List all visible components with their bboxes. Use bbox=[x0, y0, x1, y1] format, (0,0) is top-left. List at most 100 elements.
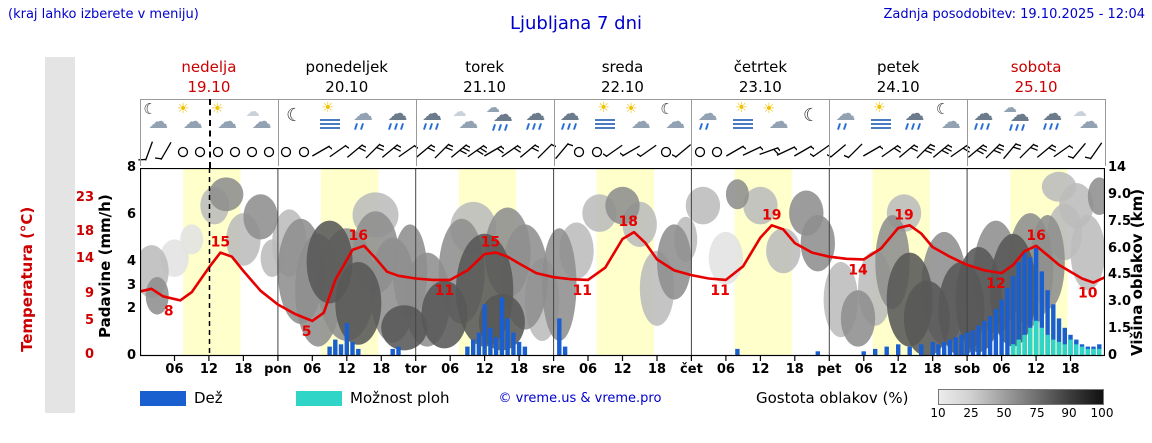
cloud-icon: ☁ bbox=[768, 109, 789, 133]
weather-icon-sf: ☀ bbox=[726, 101, 760, 137]
weather-icon-sc: ☀ ☁ bbox=[175, 101, 209, 137]
weather-icon-r: ☁ bbox=[381, 101, 415, 137]
fog-icon bbox=[733, 119, 754, 121]
cloud-icon: ☁ bbox=[353, 101, 374, 125]
cloud-icon: ☁ bbox=[835, 101, 856, 125]
rain-legend-swatch bbox=[140, 391, 186, 406]
temp-tick-label: 0 bbox=[84, 347, 94, 362]
wind-barb-icon bbox=[1083, 138, 1107, 168]
raindrop-icon bbox=[1049, 122, 1054, 131]
cloud-icon: ☁ bbox=[1042, 101, 1063, 125]
time-tick-18: 18 bbox=[234, 362, 253, 377]
cloud-icon: ☁ bbox=[1078, 109, 1099, 133]
sun-icon: ☀ bbox=[624, 101, 638, 117]
weather-icon-sc: ☀ ☁ bbox=[209, 101, 243, 137]
time-tick-12: 12 bbox=[1027, 362, 1046, 377]
raindrop-icon bbox=[974, 122, 979, 131]
gradient-label: 25 bbox=[963, 406, 979, 420]
page-title: Ljubljana 7 dni bbox=[509, 13, 643, 34]
showers-legend-label: Možnost ploh bbox=[350, 389, 450, 407]
cloud-icon: ☁ bbox=[148, 109, 169, 133]
cloud-icon: ☁ bbox=[182, 109, 203, 133]
weather-icon-sf: ☀ bbox=[313, 101, 347, 137]
day-header-sreda: sreda 22.10 bbox=[601, 58, 644, 96]
weather-icon-mc: ☾ ☁ bbox=[933, 101, 967, 137]
fog-icon bbox=[595, 127, 616, 129]
precip-tick-label: 3 bbox=[126, 277, 136, 293]
precip-axis-title: Padavine (mm/h) bbox=[96, 194, 114, 338]
weather-icon-mc: ☾ ☁ bbox=[657, 101, 691, 137]
weather-icon-r: ☁ bbox=[967, 101, 1001, 137]
weather-icon-c: ☁ ☁ bbox=[450, 101, 484, 137]
temp-tick-label: 9 bbox=[84, 285, 94, 301]
cloud-icon: ☁ bbox=[525, 101, 546, 125]
cloud-icon: ☁ bbox=[217, 109, 238, 133]
time-tick-12: 12 bbox=[889, 362, 908, 377]
svg-text:8: 8 bbox=[164, 303, 174, 319]
gradient-label: 10 bbox=[930, 406, 946, 420]
raindrop-icon bbox=[911, 122, 916, 131]
svg-text:16: 16 bbox=[1026, 228, 1045, 244]
last-updated: Zadnja posodobitev: 19.10.2025 - 12:04 bbox=[883, 7, 1145, 22]
time-tick-06: 06 bbox=[303, 362, 322, 377]
cloud-icon: ☁ bbox=[630, 109, 651, 133]
showers-legend-swatch bbox=[296, 391, 342, 406]
cloud-icon: ☁ bbox=[697, 101, 718, 125]
svg-text:19: 19 bbox=[762, 207, 781, 223]
svg-text:11: 11 bbox=[710, 283, 729, 299]
wind-calm-icon bbox=[586, 138, 608, 168]
moon-icon: ☾ bbox=[286, 105, 303, 126]
time-tick-12: 12 bbox=[475, 362, 494, 377]
cloud-icon: ☁ bbox=[245, 104, 260, 120]
wind-calm-icon bbox=[241, 138, 263, 168]
wind-calm-icon bbox=[224, 138, 246, 168]
cloud-icon: ☁ bbox=[458, 109, 479, 133]
time-tick-06: 06 bbox=[578, 362, 598, 377]
time-tick-sob: sob bbox=[954, 362, 981, 377]
day-header-četrtek: četrtek 23.10 bbox=[733, 58, 788, 96]
wind-barbs-row bbox=[137, 138, 1107, 168]
cloud-icon: ☁ bbox=[492, 102, 513, 126]
time-tick-18: 18 bbox=[785, 362, 804, 377]
svg-text:11: 11 bbox=[435, 283, 454, 299]
raindrop-icon bbox=[353, 122, 359, 131]
weather-icon-sf: ☀ bbox=[588, 101, 622, 137]
precip-tick-label: 8 bbox=[126, 160, 136, 175]
weather-icon-r: ☁ bbox=[519, 101, 553, 137]
day-header-nedelja: nedelja 19.10 bbox=[181, 58, 237, 96]
svg-text:15: 15 bbox=[211, 235, 230, 251]
wind-calm-icon bbox=[207, 138, 229, 168]
fog-icon bbox=[319, 119, 340, 121]
weather-icon-hr: ☁ ☁ bbox=[485, 101, 519, 137]
gradient-label: 90 bbox=[1061, 406, 1077, 420]
temp-tick-label: 5 bbox=[84, 312, 94, 328]
time-tick-06: 06 bbox=[854, 362, 873, 377]
gradient-label: 100 bbox=[1090, 406, 1114, 420]
svg-text:10: 10 bbox=[1078, 286, 1098, 302]
cloud-tick-label: 0 bbox=[1108, 348, 1118, 363]
meteogram-chart: 8 15 5 16 11 15 11 18 11 19 14 19 12 16 10 bbox=[140, 168, 1105, 361]
wind-barb-icon bbox=[1065, 138, 1090, 168]
svg-text:11: 11 bbox=[573, 283, 592, 299]
weather-icon-c: ☁ ☁ bbox=[1071, 101, 1105, 137]
weather-icon-r: ☁ bbox=[416, 101, 450, 137]
cloud-icon: ☁ bbox=[904, 101, 925, 125]
gradient-label: 75 bbox=[1029, 406, 1045, 420]
weather-icon-sc: ☀ ☁ bbox=[761, 101, 795, 137]
cloud-icon: ☁ bbox=[559, 101, 580, 125]
sun-icon: ☀ bbox=[176, 101, 190, 117]
sun-icon: ☀ bbox=[211, 101, 224, 117]
cloud-icon: ☁ bbox=[665, 109, 686, 133]
temp-tick-label: 14 bbox=[75, 251, 94, 267]
weather-icon-mc: ☾ ☁ bbox=[140, 101, 174, 137]
copyright-link[interactable]: © vreme.us & vreme.pro bbox=[498, 391, 662, 406]
wind-barb-icon bbox=[153, 138, 177, 168]
time-tick-18: 18 bbox=[510, 362, 529, 377]
fog-icon bbox=[595, 123, 616, 125]
time-tick-06: 06 bbox=[716, 362, 735, 377]
time-tick-18: 18 bbox=[647, 362, 666, 377]
wind-calm-icon bbox=[568, 138, 590, 168]
temperature-axis-title: Temperatura (°C) bbox=[18, 206, 36, 352]
fog-icon bbox=[319, 127, 340, 129]
